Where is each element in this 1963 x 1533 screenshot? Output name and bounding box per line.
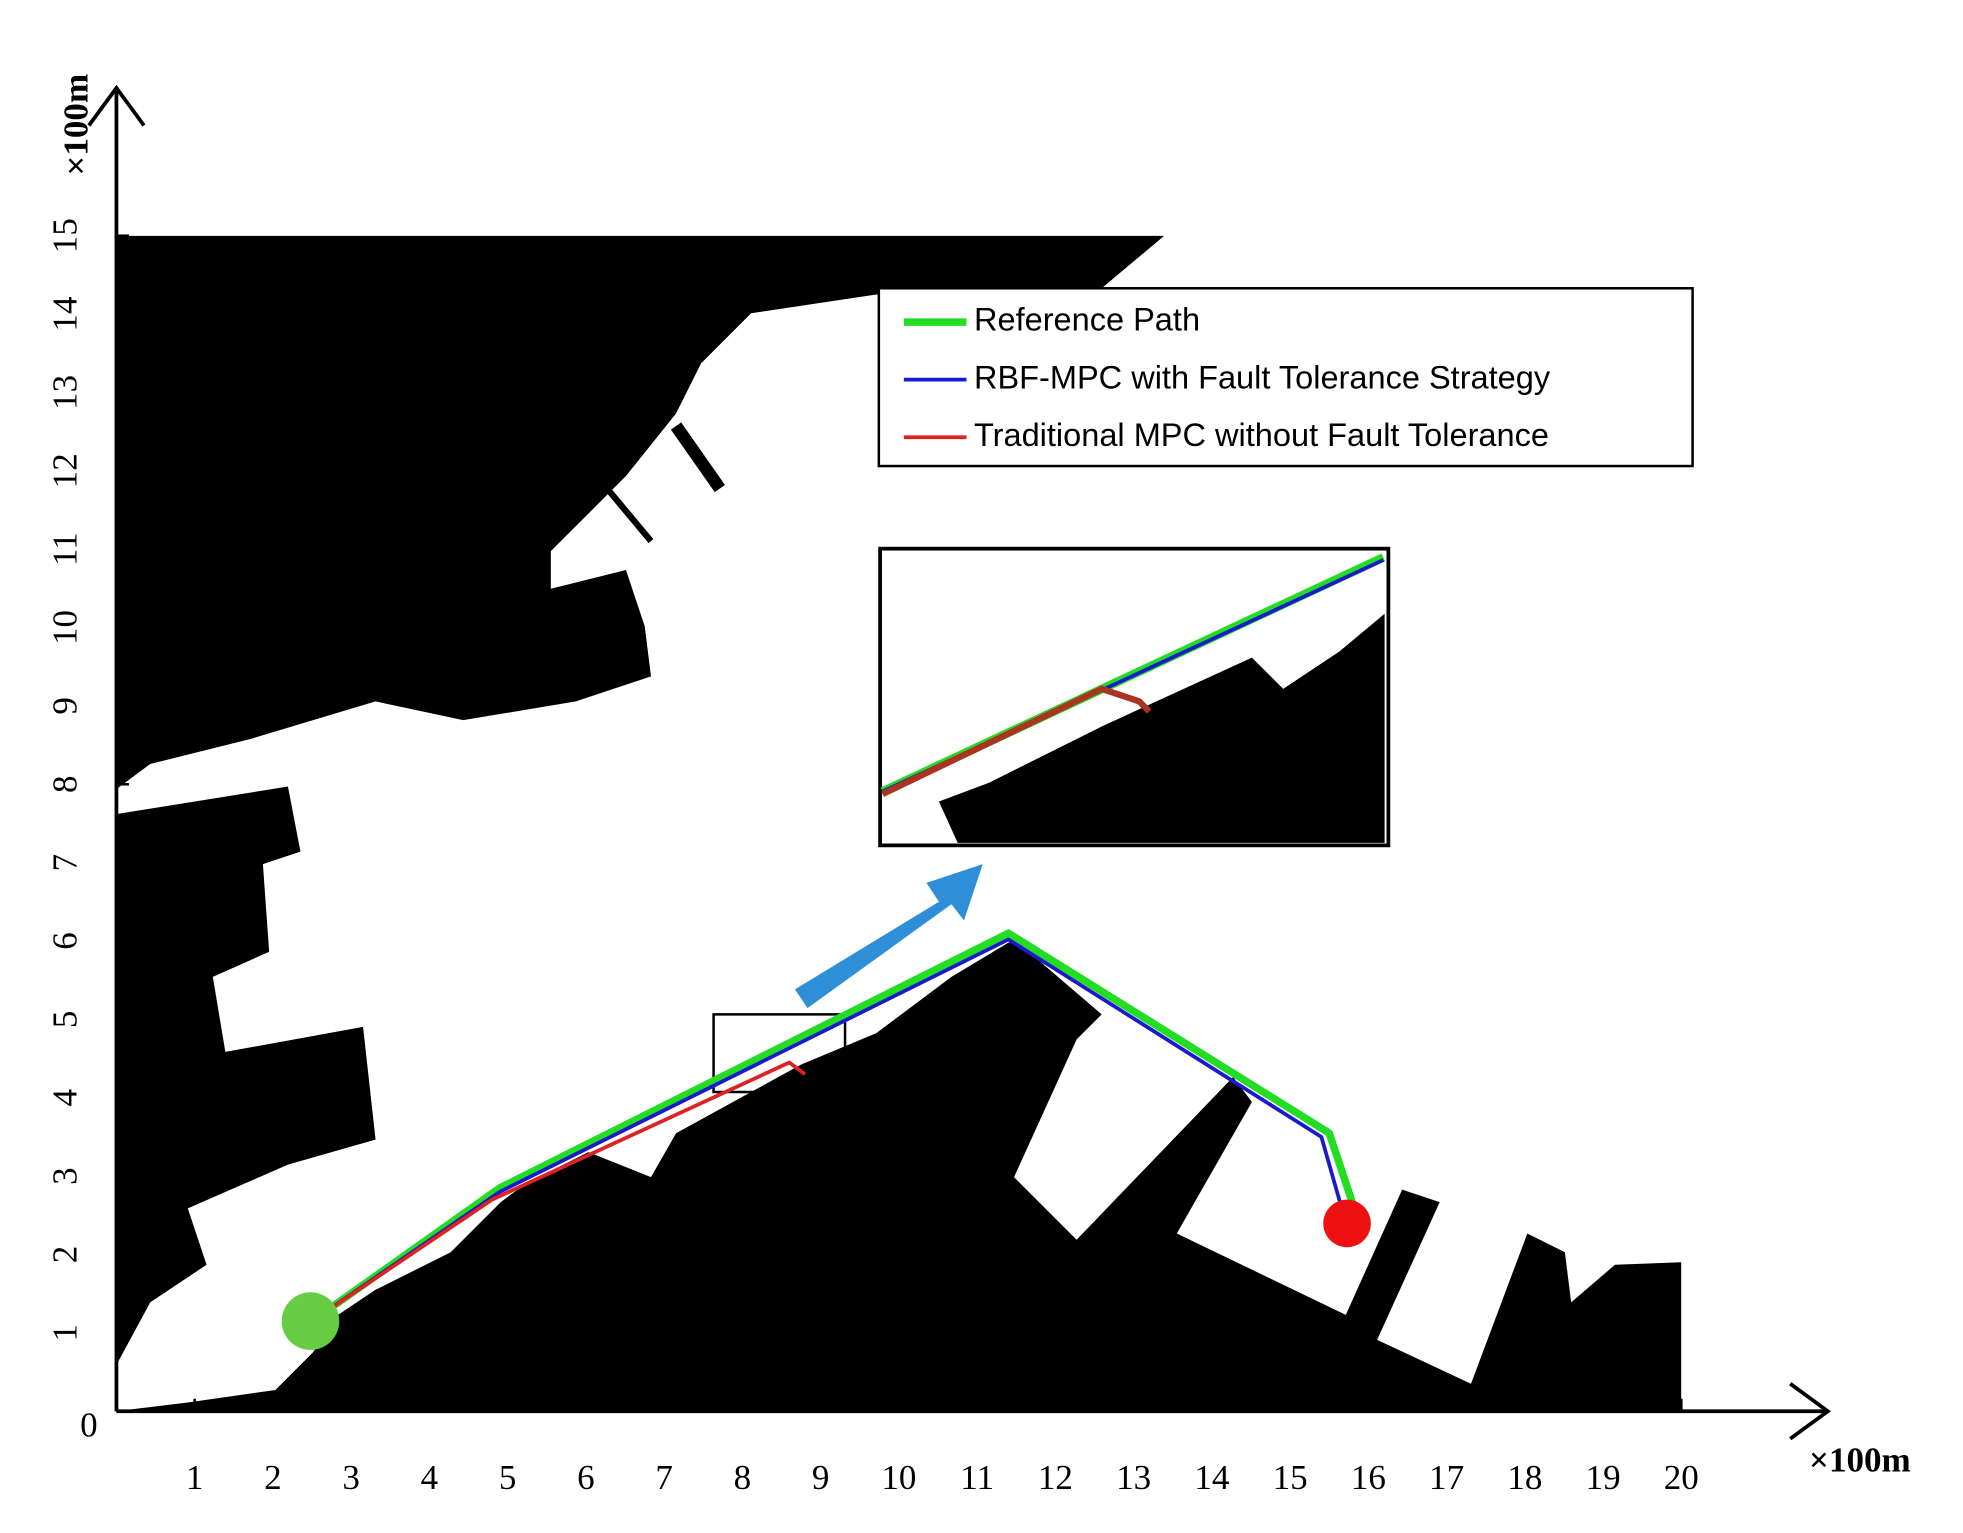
x-tick-label: 10: [881, 1458, 916, 1497]
x-tick-label: 16: [1351, 1458, 1386, 1497]
x-tick-label: 5: [499, 1458, 517, 1497]
y-tick-label: 1: [45, 1324, 84, 1342]
x-tick-label: 2: [264, 1458, 282, 1497]
y-axis-label: ×100m: [57, 74, 96, 176]
land-north: [116, 235, 1165, 790]
y-tick-label: 9: [45, 697, 84, 715]
y-tick-label: 2: [45, 1246, 84, 1264]
path-line: [309, 929, 1361, 1325]
x-tick-label: 4: [421, 1458, 439, 1497]
start-marker: [281, 1292, 340, 1350]
y-tick-label: 11: [45, 532, 84, 566]
legend-box: [877, 287, 1694, 468]
x-tick-label: 1: [186, 1458, 204, 1497]
legend: Reference Path RBF-MPC with Fault Toleran…: [877, 287, 1694, 468]
map-land: [116, 235, 1682, 1412]
jetty: [604, 486, 654, 544]
inset-red: [881, 685, 1152, 797]
x-tick-label: 3: [342, 1458, 360, 1497]
y-tick-label: 15: [45, 218, 84, 253]
jetty: [670, 422, 725, 493]
inset-land: [938, 613, 1385, 843]
y-tick-label: 12: [45, 453, 84, 488]
x-tick-label: 0: [80, 1405, 98, 1444]
x-tick-label: 11: [960, 1458, 994, 1497]
x-tick-label: 18: [1507, 1458, 1542, 1497]
y-tick-label: 5: [45, 1011, 84, 1029]
zoom-box: [712, 1013, 847, 1094]
x-tick-label: 12: [1038, 1458, 1073, 1497]
x-tick-label: 8: [734, 1458, 752, 1497]
y-tick-label: 4: [45, 1089, 84, 1107]
zoom-arrow: [794, 864, 983, 1009]
y-tick-label: 8: [45, 776, 84, 794]
x-tick-label: 7: [655, 1458, 673, 1497]
y-tick-label: 6: [45, 932, 84, 950]
y-tick-label: 3: [45, 1167, 84, 1185]
x-tick-label: 13: [1116, 1458, 1151, 1497]
legend-label: Traditional MPC without Fault Tolerance: [974, 417, 1549, 453]
y-tick-label: 13: [45, 375, 84, 410]
y-arrow: [87, 84, 146, 127]
x-tick-label: 6: [577, 1458, 595, 1497]
x-tick-label: 15: [1273, 1458, 1308, 1497]
zoom-inset: [878, 546, 1391, 848]
end-marker: [1323, 1199, 1371, 1248]
x-tick-label: 9: [812, 1458, 830, 1497]
y-tick-label: 10: [45, 610, 84, 645]
y-tick-label: 14: [45, 297, 84, 332]
x-tick-label: 14: [1194, 1458, 1229, 1497]
x-arrow: [1789, 1382, 1831, 1441]
land-south: [116, 939, 1682, 1412]
y-tick-label: 7: [45, 854, 84, 872]
legend-label: RBF-MPC with Fault Tolerance Strategy: [974, 359, 1551, 395]
legend-label: Reference Path: [974, 302, 1200, 338]
x-tick-label: 19: [1586, 1458, 1621, 1497]
x-tick-label: 20: [1664, 1458, 1699, 1497]
path-line: [310, 1060, 807, 1323]
x-axis-label: ×100m: [1809, 1440, 1911, 1479]
x-tick-label: 17: [1429, 1458, 1464, 1497]
land-west: [116, 786, 376, 1365]
axes: ×100m ×100m 01 2 3 4 5 6 7 8 9 10 11 12 13 14 15 16 17 18…: [45, 74, 1910, 1497]
